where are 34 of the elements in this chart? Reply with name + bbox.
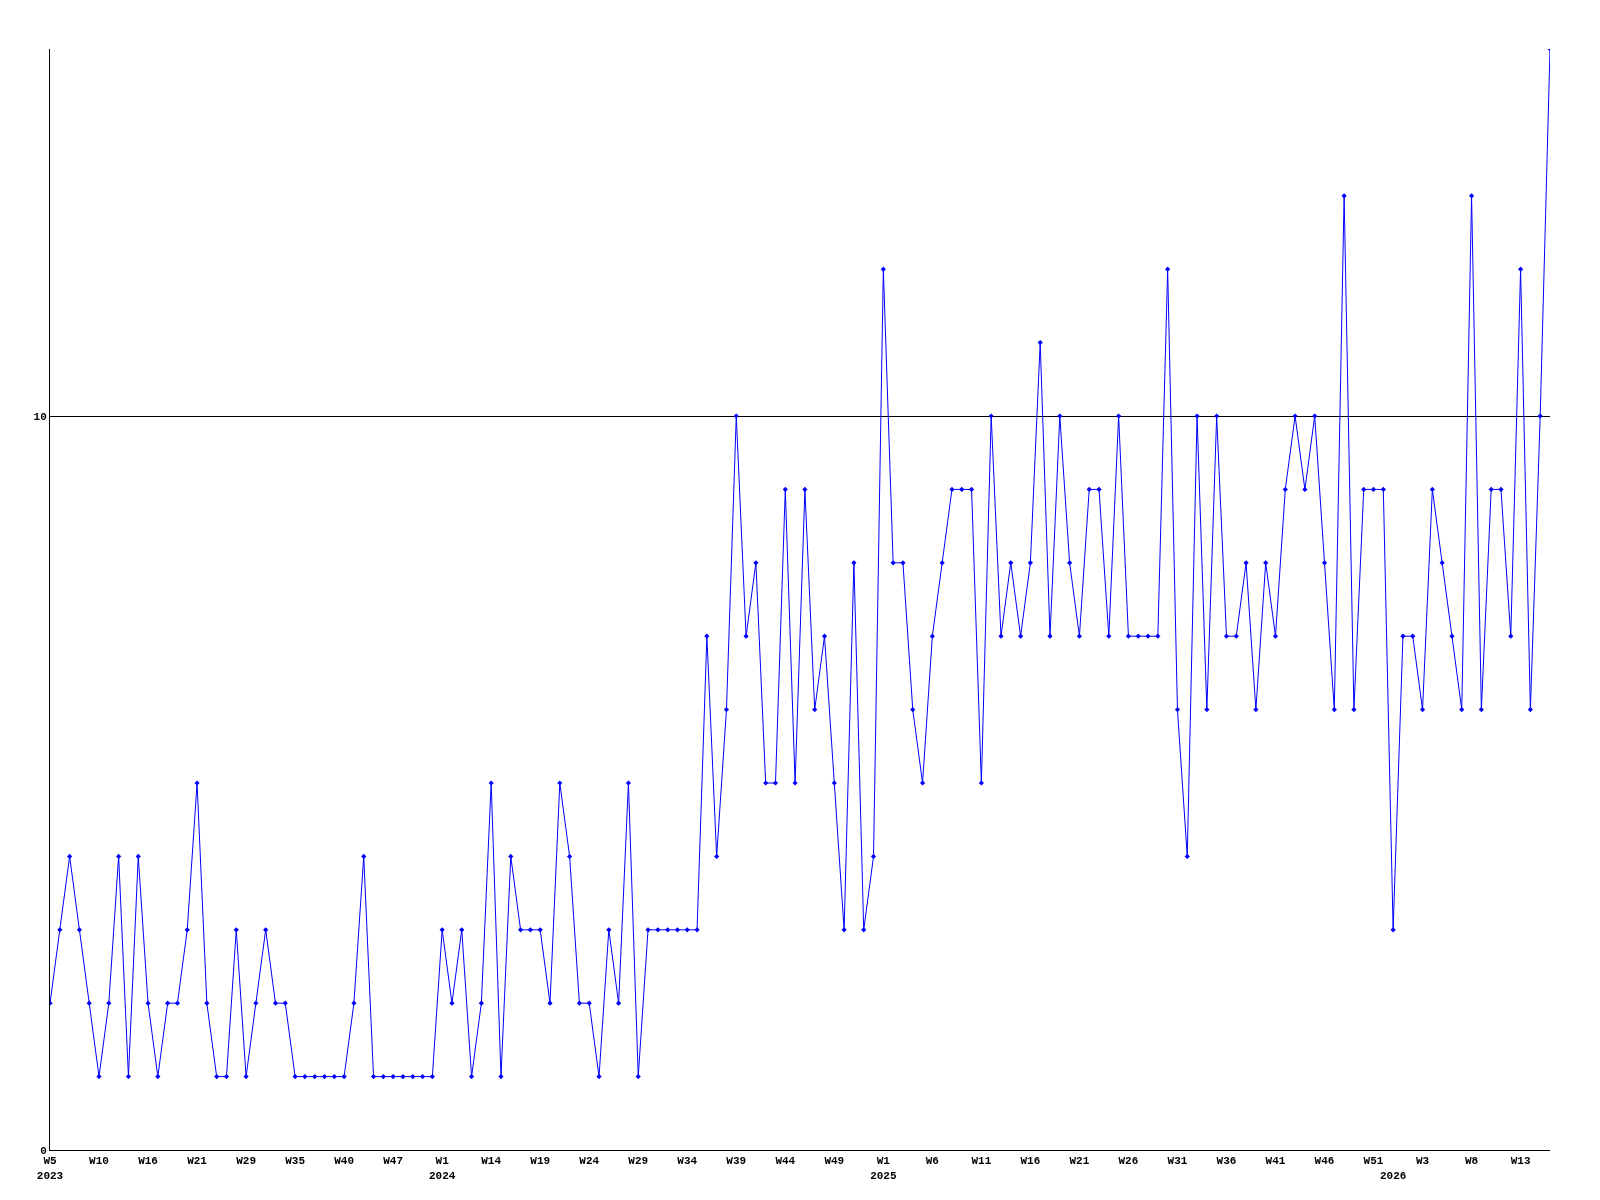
x-tick-label: W24	[579, 1155, 600, 1168]
x-tick-label: W29	[236, 1155, 256, 1168]
x-tick-label: W31	[1167, 1155, 1188, 1168]
x-tick-label: W21	[1069, 1155, 1090, 1168]
x-tick-label: W11	[971, 1155, 992, 1168]
x-tick-label: W49	[824, 1155, 845, 1168]
x-tick-label: W19	[530, 1155, 551, 1168]
x-tick-label: W16	[138, 1155, 158, 1168]
x-tick-label: W39	[726, 1155, 747, 1168]
x-tick-label: W8	[1464, 1155, 1479, 1168]
x-tick-label: W44	[775, 1155, 796, 1168]
x-tick-label: W13	[1510, 1155, 1531, 1168]
x-tick-label: W36	[1216, 1155, 1237, 1168]
x-tick-label: W14	[481, 1155, 502, 1168]
x-tick-label: W6	[925, 1155, 939, 1168]
x-tick-label: W34	[677, 1155, 698, 1168]
x-tick-label: W26	[1118, 1155, 1139, 1168]
x-tick-label: W16	[1020, 1155, 1041, 1168]
x-tick-label: W10	[89, 1155, 109, 1168]
x-tick-label: W21	[187, 1155, 208, 1168]
x-tick-label: W40	[334, 1155, 355, 1168]
x-tick-label: W3	[1415, 1155, 1430, 1168]
x-tick-label: W35	[285, 1155, 306, 1168]
x-tick-label: W5 2023	[36, 1155, 64, 1182]
x-tick-label: W51	[1363, 1155, 1384, 1168]
x-tick-label: W47	[383, 1155, 404, 1168]
x-tick-label: 2026	[1379, 1169, 1407, 1182]
y-tick-label: 10	[33, 410, 47, 423]
x-tick-label: W41	[1265, 1155, 1286, 1168]
x-tick-label: W1 2024	[428, 1155, 456, 1182]
x-tick-label: W46	[1314, 1155, 1335, 1168]
x-tick-label: W29	[628, 1155, 649, 1168]
y-tick-label: 0	[40, 1144, 47, 1157]
x-tick-label: W1 2025	[870, 1155, 897, 1182]
